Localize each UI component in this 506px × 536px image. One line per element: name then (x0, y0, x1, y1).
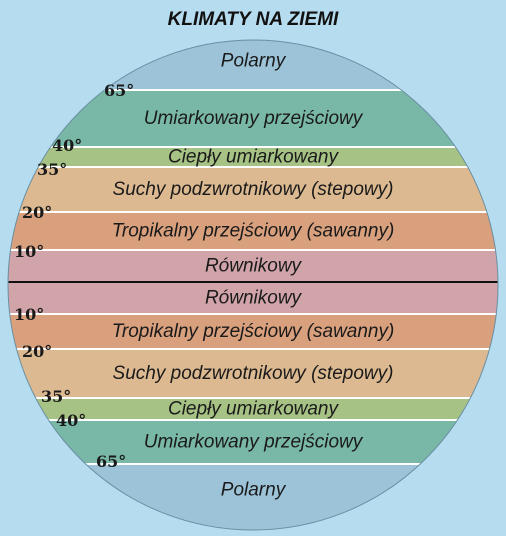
climate-bands (8, 40, 498, 530)
zone-label-north: Ciepły umiarkowany (168, 147, 340, 168)
climate-band-north (8, 147, 498, 167)
zone-label-south: Suchy podzwrotnikowy (stepowy) (113, 363, 394, 384)
zone-label-south: Tropikalny przejściowy (sawanny) (112, 321, 395, 342)
zone-label-south: Równikowy (205, 288, 303, 309)
climate-band-south (8, 282, 498, 314)
latitude-label-south: 35° (41, 387, 71, 406)
latitude-label-north: 35° (37, 160, 67, 179)
latitude-label-south: 65° (96, 452, 126, 471)
zone-label-south: Umiarkowany przejściowy (144, 432, 364, 453)
zone-label-north: Suchy podzwrotnikowy (stepowy) (113, 179, 394, 200)
page-title: KLIMATY NA ZIEMI (167, 9, 339, 30)
climate-band-north (8, 250, 498, 282)
zone-label-south: Polarny (221, 480, 287, 501)
climate-band-north (8, 167, 498, 212)
zone-label-north: Umiarkowany przejściowy (144, 108, 364, 129)
latitude-label-north: 40° (52, 136, 82, 155)
latitude-label-south: 20° (22, 342, 52, 361)
climate-band-south (8, 349, 498, 398)
globe-outline (7, 39, 499, 531)
zone-label-north: Równikowy (205, 256, 303, 277)
climate-band-south (8, 314, 498, 349)
climate-band-south (8, 398, 498, 420)
latitude-label-north: 20° (22, 203, 52, 222)
climate-band-south (8, 420, 498, 464)
latitude-label-south: 40° (56, 411, 86, 430)
zone-label-south: Ciepły umiarkowany (168, 399, 340, 420)
zone-label-north: Tropikalny przejściowy (sawanny) (112, 221, 395, 242)
latitude-label-south: 10° (14, 305, 44, 324)
latitude-label-north: 10° (14, 242, 44, 261)
zone-label-north: Polarny (221, 51, 287, 72)
latitude-label-north: 65° (104, 81, 134, 100)
climate-band-north (8, 212, 498, 250)
zone-labels: Polarny Umiarkowany przejściowy Ciepły umi… (14, 51, 394, 501)
